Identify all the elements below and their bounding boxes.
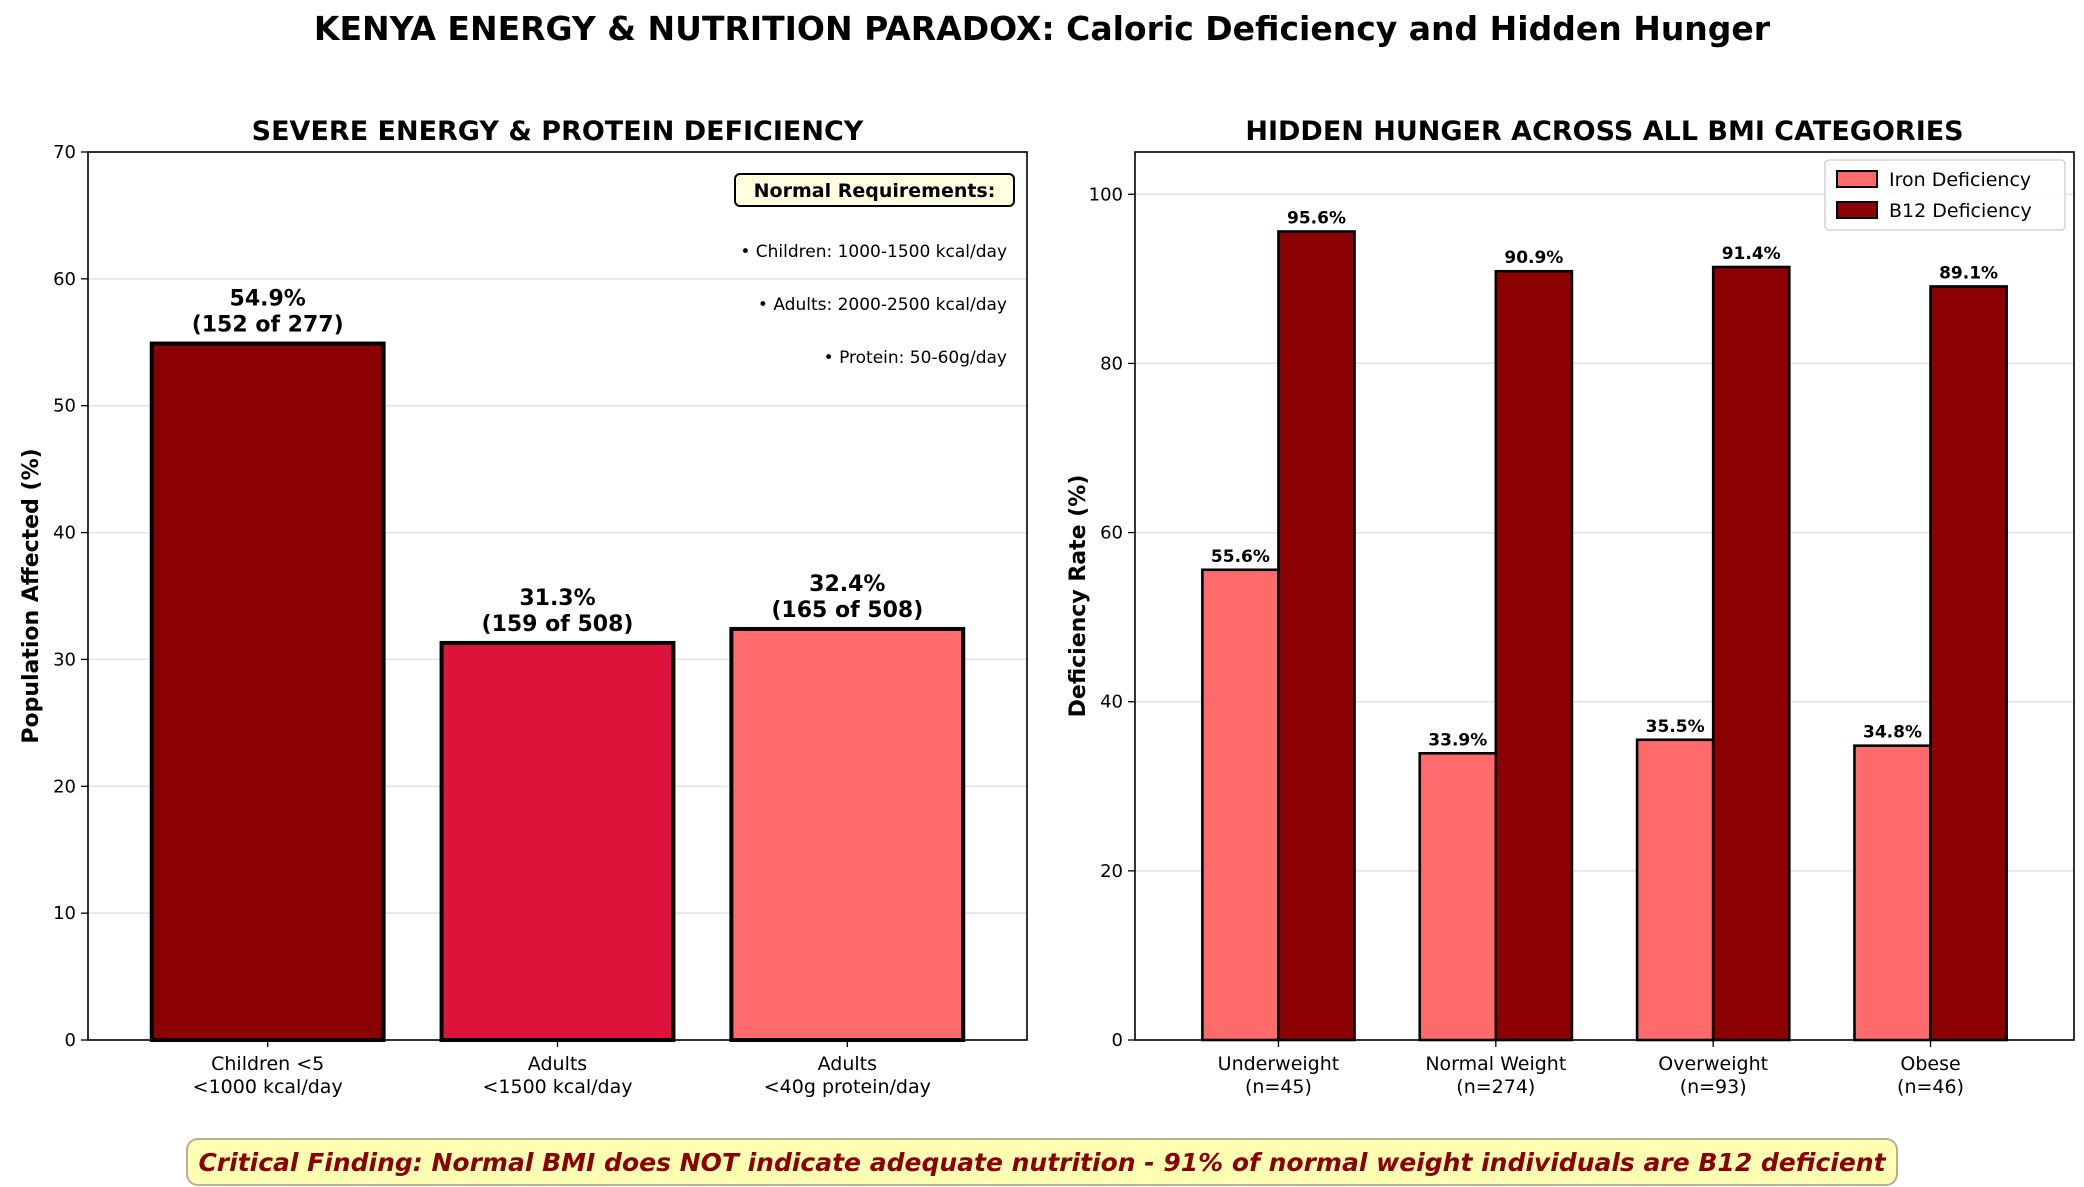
left-y-tick-label: 10 xyxy=(53,903,76,924)
critical-finding-text: Critical Finding: Normal BMI does NOT in… xyxy=(198,1147,1886,1177)
hidden-hunger-chart: 0 20 40 60 80 100 Deficiency Rate (%) HIDDEN HU… xyxy=(1066,116,2075,1098)
right-y-tick-label: 20 xyxy=(1100,861,1123,882)
legend-swatch-b12 xyxy=(1836,201,1878,219)
left-y-tick-label: 30 xyxy=(53,649,76,670)
annotation-line: • Protein: 50-60g/day xyxy=(824,348,1007,368)
iron-deficiency-bar xyxy=(1635,738,1715,1042)
left-x-tick-label: Children <5 <1000 kcal/day xyxy=(193,1053,343,1098)
critical-finding-callout: Critical Finding: Normal BMI does NOT in… xyxy=(186,1138,1898,1186)
b12-bar-data-label: 95.6% xyxy=(1287,208,1346,228)
left-y-tick-label: 70 xyxy=(53,142,76,163)
energy-protein-chart: 0 10 20 30 40 50 60 70 Population Affected (%) SE… xyxy=(19,116,1028,1098)
left-y-tick-label: 20 xyxy=(53,776,76,797)
annotation-heading: Normal Requirements: xyxy=(754,180,996,202)
right-y-axis-label: Deficiency Rate (%) xyxy=(1066,475,1091,718)
left-y-tick-label: 0 xyxy=(65,1030,76,1051)
left-y-axis-label: Population Affected (%) xyxy=(19,448,44,743)
right-plot-frame xyxy=(1134,151,2075,1041)
legend-frame xyxy=(1824,159,2066,231)
energy-bar-data-label: 32.4% (165 of 508) xyxy=(771,572,923,623)
left-y-tick-label: 60 xyxy=(53,269,76,290)
figure-title: KENYA ENERGY & NUTRITION PARADOX: Calori… xyxy=(314,9,1771,48)
iron-bar-data-label: 55.6% xyxy=(1211,547,1270,567)
iron-bar-data-label: 33.9% xyxy=(1428,730,1487,750)
left-y-tick-label: 40 xyxy=(53,523,76,544)
iron-bar-data-label: 35.5% xyxy=(1646,717,1705,737)
annotation-heading-box xyxy=(734,173,1015,207)
b12-deficiency-bar xyxy=(1277,230,1356,1042)
legend-label-b12: B12 Deficiency xyxy=(1889,200,2032,222)
energy-bar xyxy=(729,626,966,1042)
right-x-tick-label: Overweight (n=93) xyxy=(1658,1053,1768,1098)
b12-bar-data-label: 91.4% xyxy=(1722,244,1781,264)
left-y-tick-label: 50 xyxy=(53,396,76,417)
b12-deficiency-bar xyxy=(1494,269,1574,1042)
hidden-hunger-legend: Iron Deficiency B12 Deficiency xyxy=(1824,159,2066,231)
normal-requirements-annotation: Normal Requirements: • Children: 1000-150… xyxy=(734,173,1015,368)
iron-bar-data-label: 34.8% xyxy=(1863,723,1922,743)
iron-deficiency-bar xyxy=(1201,568,1280,1042)
right-title: HIDDEN HUNGER ACROSS ALL BMI CATEGORIES xyxy=(1245,116,1963,147)
right-x-tick-label: Underweight (n=45) xyxy=(1218,1053,1340,1098)
left-x-tick-label: Adults <1500 kcal/day xyxy=(482,1053,632,1098)
energy-bar-data-label: 31.3% (159 of 508) xyxy=(482,586,634,637)
right-y-tick-label: 0 xyxy=(1112,1030,1123,1051)
legend-swatch-iron xyxy=(1836,170,1878,188)
annotation-line: • Adults: 2000-2500 kcal/day xyxy=(758,295,1007,315)
iron-deficiency-bar xyxy=(1418,752,1498,1042)
b12-deficiency-bar xyxy=(1711,265,1791,1042)
annotation-line: • Children: 1000-1500 kcal/day xyxy=(740,242,1007,262)
right-y-tick-label: 40 xyxy=(1100,692,1123,713)
left-title: SEVERE ENERGY & PROTEIN DEFICIENCY xyxy=(252,116,864,147)
right-x-tick-label: Normal Weight (n=274) xyxy=(1425,1053,1566,1098)
right-y-tick-label: 80 xyxy=(1100,353,1123,374)
energy-bar-data-label: 54.9% (152 of 277) xyxy=(192,287,344,338)
right-y-tick-label: 100 xyxy=(1089,184,1123,205)
left-x-tick-label: Adults <40g protein/day xyxy=(764,1053,931,1098)
b12-deficiency-bar xyxy=(1929,285,2008,1042)
right-x-tick-label: Obese (n=46) xyxy=(1897,1053,1964,1098)
b12-bar-data-label: 89.1% xyxy=(1939,263,1998,283)
energy-bar xyxy=(149,341,386,1043)
iron-deficiency-bar xyxy=(1853,744,1932,1042)
energy-bar xyxy=(439,640,676,1042)
legend-label-iron: Iron Deficiency xyxy=(1889,169,2031,191)
left-plot-frame xyxy=(87,151,1028,1041)
b12-bar-data-label: 90.9% xyxy=(1504,248,1563,268)
right-y-tick-label: 60 xyxy=(1100,523,1123,544)
